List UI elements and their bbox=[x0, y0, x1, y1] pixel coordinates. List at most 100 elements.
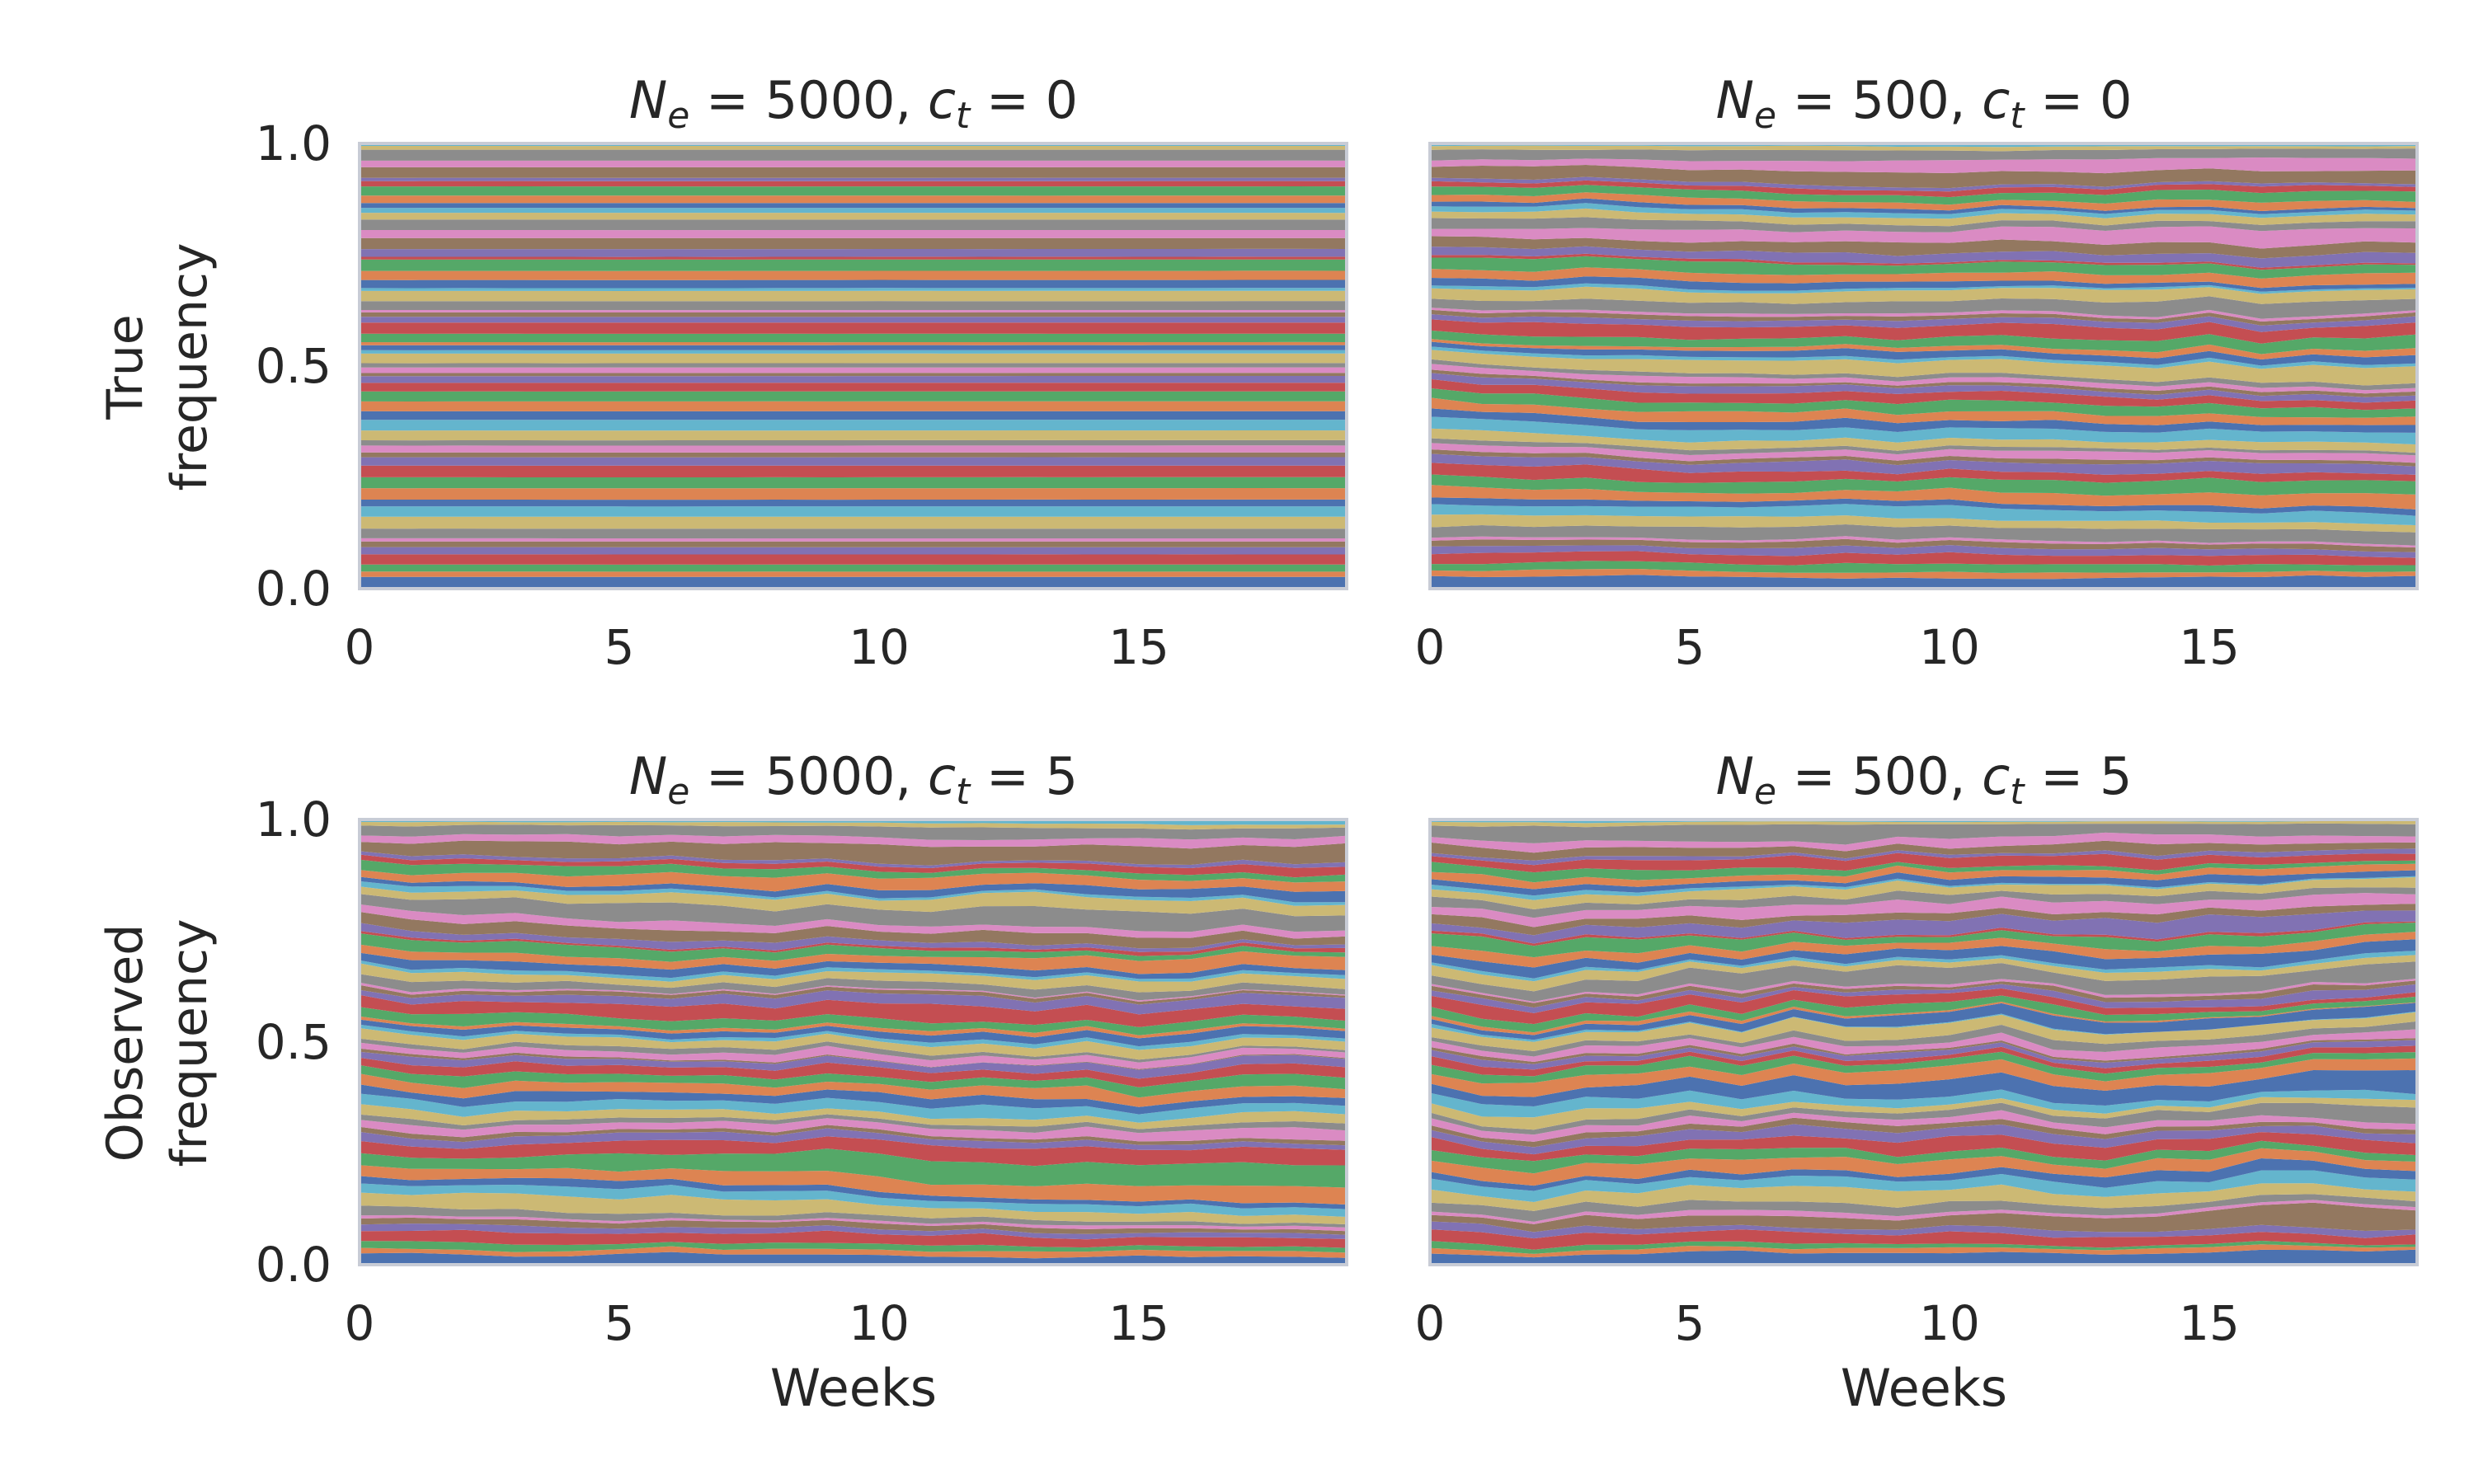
area-series bbox=[1430, 497, 2417, 516]
area-series bbox=[360, 854, 1347, 878]
area-series bbox=[360, 1214, 1347, 1232]
area-series bbox=[360, 445, 1347, 453]
area-series bbox=[360, 881, 1347, 906]
area-series bbox=[1430, 308, 2417, 322]
area-series bbox=[360, 146, 1347, 150]
area-series bbox=[360, 1165, 1347, 1205]
area-series bbox=[360, 186, 1347, 196]
area-series bbox=[1430, 428, 2417, 453]
row-label-observed-frequency: Observed frequency bbox=[96, 919, 219, 1167]
area-series bbox=[1430, 453, 2417, 475]
area-series bbox=[360, 547, 1347, 555]
area-series bbox=[360, 1217, 1347, 1235]
area-series bbox=[360, 506, 1347, 517]
x-axis: 0 5 10 15 bbox=[345, 619, 1169, 675]
area-series bbox=[1430, 538, 2417, 552]
area-series bbox=[1430, 1244, 2417, 1258]
x-tick-label: 10 bbox=[849, 619, 910, 675]
area-series bbox=[1430, 988, 2417, 1025]
area-series bbox=[1430, 852, 2417, 873]
area-series bbox=[360, 317, 1347, 323]
area-series bbox=[1430, 984, 2417, 1013]
area-series bbox=[1430, 1070, 2417, 1106]
area-series bbox=[1430, 536, 2417, 548]
area-series bbox=[1430, 1132, 2417, 1162]
area-series bbox=[360, 333, 1347, 343]
area-series bbox=[360, 974, 1347, 1001]
area-series bbox=[1430, 551, 2417, 566]
panel-bottom-left: Ne = 5000, ct = 5 0.0 0.5 1.0 0 5 10 15 … bbox=[256, 746, 1348, 1418]
area-series bbox=[1430, 283, 2417, 294]
area-series bbox=[360, 401, 1347, 411]
area-series bbox=[1430, 373, 2417, 403]
x-tick-label: 0 bbox=[345, 1295, 375, 1351]
area-series bbox=[1430, 1045, 2417, 1077]
area-series bbox=[1430, 1221, 2417, 1239]
area-series bbox=[360, 237, 1347, 250]
area-series bbox=[360, 259, 1347, 271]
area-series bbox=[1430, 198, 2417, 214]
area-series bbox=[360, 984, 1347, 1005]
area-series bbox=[1430, 995, 2417, 1033]
area-series bbox=[1430, 832, 2417, 853]
area-series bbox=[1430, 449, 2417, 467]
area-series bbox=[360, 353, 1347, 364]
area-series bbox=[360, 345, 1347, 350]
x-tick-label: 5 bbox=[1675, 1295, 1705, 1351]
area-series bbox=[360, 177, 1347, 181]
area-series bbox=[360, 1246, 1347, 1259]
area-series bbox=[1430, 876, 2417, 900]
area-series bbox=[360, 859, 1347, 883]
area-series bbox=[1430, 267, 2417, 289]
area-series bbox=[360, 963, 1347, 993]
plot-frame bbox=[358, 818, 1348, 1266]
area-series bbox=[360, 571, 1347, 577]
area-series bbox=[1430, 256, 2417, 279]
x-tick-label: 10 bbox=[849, 1295, 910, 1351]
panel-title: Ne = 5000, ct = 5 bbox=[629, 746, 1078, 813]
area-series bbox=[360, 989, 1347, 1015]
x-tick-label: 0 bbox=[345, 619, 375, 675]
area-series bbox=[360, 1114, 1347, 1134]
panel-bottom-right: Ne = 500, ct = 5 0 5 10 15 Weeks bbox=[1415, 746, 2419, 1418]
area-series bbox=[1430, 438, 2417, 456]
area-series bbox=[360, 160, 1347, 167]
area-series bbox=[360, 376, 1347, 383]
area-series bbox=[360, 167, 1347, 178]
area-series bbox=[1430, 359, 2417, 391]
plot-frame bbox=[1428, 818, 2419, 1266]
area-series bbox=[360, 1016, 1347, 1039]
area-series bbox=[360, 373, 1347, 377]
row-label-observed-line2: frequency bbox=[161, 919, 219, 1167]
area-series bbox=[360, 1064, 1347, 1098]
area-series bbox=[1430, 1200, 2417, 1224]
area-series bbox=[360, 457, 1347, 466]
area-series bbox=[1430, 276, 2417, 292]
y-tick-label: 0.5 bbox=[256, 1014, 332, 1070]
area-series bbox=[1430, 863, 2417, 890]
area-series bbox=[1430, 485, 2417, 510]
area-series bbox=[360, 430, 1347, 441]
area-series bbox=[360, 181, 1347, 187]
x-tick-label: 15 bbox=[1108, 1295, 1169, 1351]
area-series bbox=[1430, 296, 2417, 319]
panel-top-left: Ne = 5000, ct = 0 0.0 0.5 1.0 0 5 10 15 bbox=[256, 70, 1348, 675]
y-tick-label: 1.0 bbox=[256, 791, 332, 848]
area-series bbox=[1430, 569, 2417, 580]
area-series bbox=[360, 1176, 1347, 1209]
area-series bbox=[1430, 980, 2417, 1008]
area-series bbox=[1430, 910, 2417, 944]
area-series bbox=[360, 213, 1347, 220]
area-series bbox=[1430, 208, 2417, 227]
x-tick-label: 5 bbox=[604, 1295, 635, 1351]
row-label-true-line2: frequency bbox=[161, 243, 219, 491]
area-series bbox=[360, 1183, 1347, 1217]
area-series bbox=[360, 149, 1347, 161]
area-series bbox=[360, 1073, 1347, 1107]
area-series bbox=[360, 1118, 1347, 1142]
area-series bbox=[1430, 319, 2417, 344]
area-series bbox=[1430, 514, 2417, 533]
area-series bbox=[360, 477, 1347, 489]
area-series bbox=[360, 904, 1347, 939]
area-series bbox=[1430, 192, 2417, 211]
